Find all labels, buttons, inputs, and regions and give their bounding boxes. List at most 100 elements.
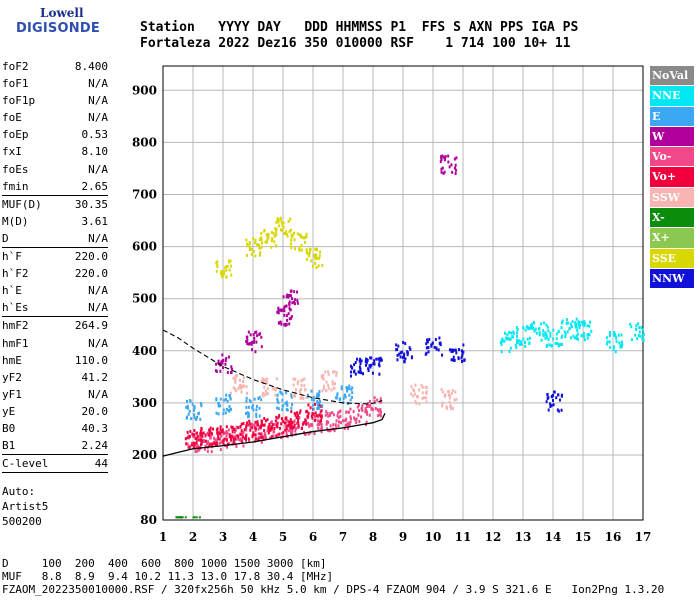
echo-point (221, 361, 224, 365)
echo-point (457, 348, 460, 352)
echo-point (321, 263, 324, 267)
echo-point (295, 416, 298, 420)
echo-point (251, 435, 254, 439)
echo-point (355, 420, 358, 424)
echo-point (374, 407, 377, 411)
echo-point (373, 400, 376, 404)
echo-point (634, 333, 637, 337)
parameter-row: foE N/A (2, 109, 108, 126)
echo-point (261, 392, 264, 396)
echo-point (300, 383, 303, 387)
echo-point (501, 337, 504, 341)
echo-point (288, 293, 291, 297)
echo-point (195, 441, 198, 445)
echo-point (280, 422, 283, 426)
echo-point (251, 422, 254, 426)
echo-point (327, 420, 330, 424)
echo-point (300, 379, 303, 383)
echo-point (314, 247, 317, 251)
echo-point (296, 299, 299, 303)
echo-point (451, 389, 454, 393)
parameter-value: N/A (88, 94, 108, 108)
echo-point (424, 352, 427, 356)
echo-point (397, 344, 400, 348)
echo-point (454, 348, 457, 352)
echo-point (254, 238, 257, 242)
echo-point (320, 426, 323, 430)
echo-point (284, 230, 287, 234)
echo-point (451, 407, 454, 411)
echo-point (230, 435, 233, 439)
echo-point (561, 334, 564, 338)
echo-point (574, 321, 577, 325)
echo-point (332, 423, 335, 427)
echo-point (314, 261, 317, 265)
echo-point (425, 396, 428, 400)
x-tick-label: 10 (425, 530, 442, 544)
echo-point (282, 226, 285, 230)
echo-point (612, 345, 615, 349)
echo-point (367, 367, 370, 371)
echo-point (193, 433, 196, 437)
echo-point (248, 439, 251, 443)
echo-point (316, 392, 319, 396)
echo-point (574, 323, 577, 327)
parameter-value: N/A (88, 162, 108, 176)
echo-point (358, 370, 361, 374)
echo-point (455, 397, 458, 401)
echo-point (286, 318, 289, 322)
echo-point (186, 436, 189, 440)
echo-point (319, 410, 322, 414)
echo-point (360, 415, 363, 419)
echo-point (305, 250, 308, 254)
echo-point (583, 324, 586, 328)
echo-point (515, 341, 518, 345)
echo-point (433, 345, 436, 349)
x-tick-label: 11 (455, 530, 472, 544)
echo-point (219, 425, 222, 429)
x-tick-label: 5 (279, 530, 287, 544)
echo-point (369, 365, 372, 369)
echo-point (275, 244, 278, 248)
echo-point (296, 420, 299, 424)
echo-point (281, 408, 284, 412)
echo-point (315, 266, 318, 270)
echo-point (399, 351, 402, 355)
echo-point (241, 438, 244, 442)
echo-point (547, 337, 550, 341)
echo-point (247, 405, 250, 409)
echo-point (461, 351, 464, 355)
echo-point (299, 391, 302, 395)
echo-point (222, 408, 225, 412)
echo-point (302, 396, 305, 400)
parameter-label: B0 (2, 421, 16, 435)
echo-point (312, 407, 315, 411)
echo-point (232, 376, 235, 380)
echo-point (549, 334, 552, 338)
echo-point (315, 394, 318, 398)
echo-point (262, 423, 265, 427)
echo-point (356, 405, 359, 409)
echo-point (274, 393, 277, 397)
echo-point (257, 423, 260, 427)
echo-point (555, 396, 558, 400)
echo-point (203, 447, 206, 451)
parameter-value: 0.53 (81, 128, 109, 142)
echo-point (586, 324, 589, 328)
echo-point (229, 259, 232, 263)
echo-point (569, 336, 572, 340)
echo-point (191, 432, 194, 436)
parameter-value: 41.2 (81, 370, 109, 384)
echo-point (242, 376, 245, 380)
echo-point (246, 338, 249, 342)
echo-point (547, 329, 550, 333)
echo-point (283, 313, 286, 317)
echo-point (208, 442, 211, 446)
echo-point (249, 428, 252, 432)
echo-point (289, 308, 292, 312)
echo-point (304, 433, 307, 437)
echo-point (198, 516, 201, 519)
x-tick-label: 16 (605, 530, 622, 544)
x-tick-label: 6 (309, 530, 317, 544)
echo-point (516, 338, 519, 342)
